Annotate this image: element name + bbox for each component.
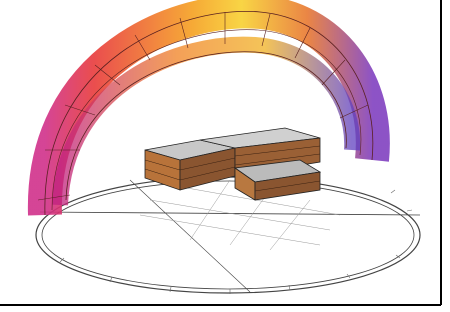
page xyxy=(0,0,450,312)
sun-path-illustration xyxy=(0,0,450,312)
